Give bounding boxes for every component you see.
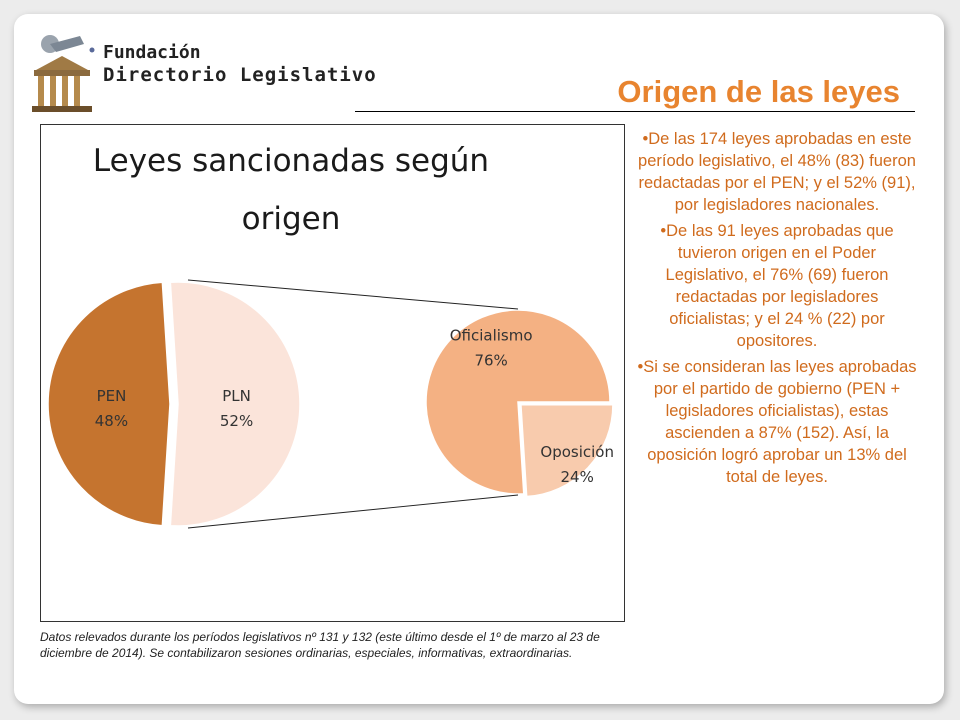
data-label-pln: PLN 52% — [220, 387, 253, 430]
pie-slice-pln — [169, 281, 301, 527]
connector-line-bottom — [187, 494, 519, 529]
chart-title-line2: origen — [242, 201, 341, 237]
data-label-pen: PEN 48% — [95, 387, 128, 430]
connector-line-top — [187, 279, 519, 310]
data-label-oficialismo: Oficialismo 76% — [450, 326, 533, 369]
building-logo-icon — [32, 35, 95, 112]
title-divider — [355, 111, 915, 112]
pie-slice-oficialismo — [425, 309, 611, 495]
bullet-list: •De las 174 leyes aprobadas en este perí… — [636, 128, 918, 492]
pie-slice-oposicion — [520, 403, 614, 498]
logo: Fundación Directorio Legislativo — [28, 30, 376, 120]
pie-slice-pen — [47, 281, 171, 527]
chart-title-line1: Leyes sancionadas según — [93, 143, 489, 179]
data-label-oposicion: Oposición 24% — [540, 443, 614, 486]
bullet-item: •Si se consideran las leyes aprobadas po… — [637, 358, 917, 486]
source-footnote: Datos relevados durante los períodos leg… — [40, 630, 600, 660]
bullet-item: •De las 91 leyes aprobadas que tuvieron … — [660, 222, 894, 350]
pie-of-pie-chart: Leyes sancionadas según origen PEN 48% PLN… — [47, 143, 614, 529]
logo-name-line1: Fundación — [103, 42, 201, 63]
logo-name-line2: Directorio Legislativo — [103, 64, 377, 86]
chart-container: Leyes sancionadas según origen PEN 48% PLN… — [40, 124, 625, 622]
bullet-item: •De las 174 leyes aprobadas en este perí… — [638, 130, 916, 214]
slide-title: Origen de las leyes — [617, 74, 900, 109]
